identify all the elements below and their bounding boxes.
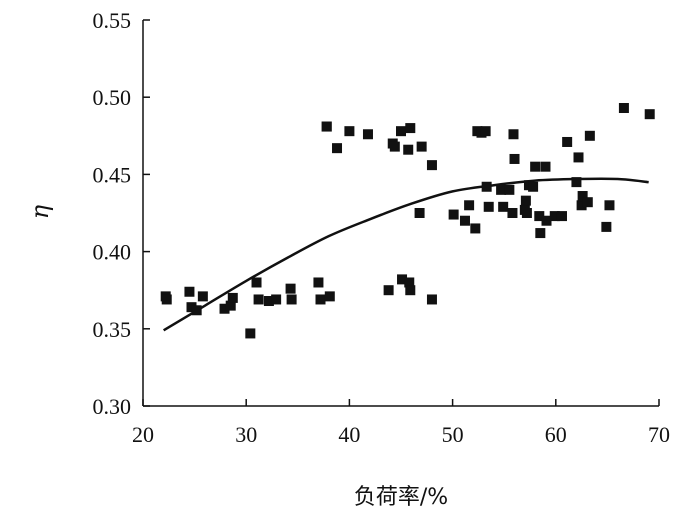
data-point: [186, 302, 197, 313]
data-point: [389, 141, 400, 152]
data-point: [573, 152, 584, 163]
data-point: [404, 277, 415, 288]
data-point: [362, 129, 373, 140]
data-point: [191, 305, 202, 316]
data-point: [601, 221, 612, 232]
data-point: [225, 300, 236, 311]
data-point: [397, 274, 408, 285]
data-point: [584, 130, 595, 141]
data-point: [344, 126, 355, 137]
data-point: [541, 215, 552, 226]
data-point: [530, 161, 541, 172]
fit-curve: [162, 177, 649, 332]
data-point: [324, 291, 335, 302]
data-point: [253, 294, 264, 305]
data-point: [470, 223, 481, 234]
data-point: [577, 191, 588, 202]
x-tick-label: 40: [338, 422, 360, 447]
data-point: [480, 126, 491, 137]
data-point: [549, 211, 560, 222]
data-point: [227, 292, 238, 303]
x-tick-label: 30: [235, 422, 257, 447]
y-tick-label: 0.55: [93, 8, 132, 33]
data-point: [313, 277, 324, 288]
data-point: [184, 286, 195, 297]
data-point: [535, 228, 546, 239]
y-axis-title: η: [26, 204, 54, 219]
data-point: [582, 197, 593, 208]
data-point: [383, 285, 394, 296]
data-point: [562, 136, 573, 147]
data-point: [414, 208, 425, 218]
data-point: [504, 184, 515, 195]
data-point: [576, 200, 587, 211]
data-point: [459, 215, 470, 226]
data-point: [405, 123, 416, 134]
data-point: [540, 161, 551, 172]
data-point: [426, 294, 437, 305]
y-tick-label: 0.45: [93, 162, 132, 187]
y-ticks: 0.30 0.35 0.40 0.45 0.50 0.55: [93, 8, 150, 419]
y-tick-label: 0.40: [93, 240, 132, 265]
data-point: [556, 211, 567, 222]
data-point: [528, 181, 539, 192]
x-tick-label: 70: [648, 422, 670, 447]
data-point: [219, 303, 230, 314]
data-point: [571, 177, 582, 188]
data-point: [285, 283, 296, 294]
data-point: [197, 291, 208, 302]
data-point: [263, 296, 274, 307]
data-point: [245, 328, 256, 339]
data-point: [448, 209, 459, 220]
data-point: [332, 143, 343, 154]
x-tick-label: 50: [442, 422, 464, 447]
data-point: [496, 184, 507, 195]
data-point: [498, 201, 509, 212]
data-point: [481, 181, 492, 192]
data-point: [483, 201, 494, 212]
x-tick-label: 20: [132, 422, 154, 447]
y-tick-label: 0.35: [93, 317, 132, 342]
data-point: [396, 126, 406, 137]
y-tick-label: 0.30: [93, 394, 132, 419]
data-point: [507, 208, 518, 218]
data-point: [286, 294, 297, 305]
data-point: [534, 211, 545, 222]
y-tick-label: 0.50: [93, 85, 132, 110]
data-point: [321, 121, 332, 132]
data-points: [160, 103, 655, 339]
data-point: [405, 285, 416, 296]
data-point: [271, 294, 282, 305]
x-ticks: 20 30 40 50 60 70: [132, 399, 670, 447]
data-point: [426, 160, 437, 171]
data-point: [315, 294, 326, 305]
data-point: [251, 277, 262, 288]
fit-curve-group: [162, 177, 649, 332]
data-point: [403, 144, 414, 155]
data-point: [520, 195, 531, 206]
data-point: [509, 153, 520, 164]
data-point: [521, 208, 532, 218]
x-tick-label: 60: [545, 422, 567, 447]
data-point: [416, 141, 427, 152]
x-axis-title: 负荷率/%: [354, 485, 448, 510]
data-point: [604, 200, 615, 211]
data-point: [618, 103, 629, 114]
axes: [142, 20, 659, 407]
data-point: [508, 129, 519, 140]
data-point: [464, 200, 475, 211]
data-point: [644, 109, 655, 120]
data-point: [161, 294, 172, 305]
